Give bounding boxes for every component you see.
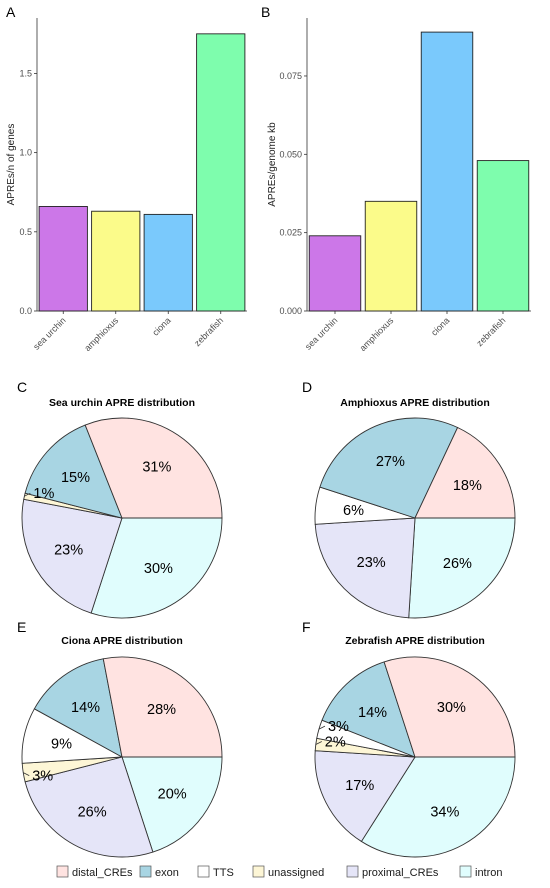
pie-slice (314, 750, 416, 843)
pie-chart-panel-e: E Ciona APRE distribution 20% 26% 3% 9% 14% 28% (17, 619, 223, 858)
bar (38, 206, 88, 312)
pie-slice (90, 517, 223, 619)
legend-label: TTS (213, 867, 234, 879)
pie-title: Ciona APRE distribution (61, 635, 183, 647)
pie-slice-label: 28% (147, 702, 176, 718)
pie-leader-line (23, 772, 30, 777)
y-axis-title: APREs/n of genes (6, 124, 17, 206)
pie-slice-label: 26% (78, 804, 107, 820)
pie-slice-label: 30% (144, 561, 173, 577)
pie-slice-label: 23% (54, 543, 83, 559)
pie-slice-label: 23% (357, 555, 386, 571)
legend-swatch (197, 865, 210, 878)
bar (91, 210, 141, 312)
legend-label: intron (475, 867, 503, 879)
y-tick-label: 0.5 (19, 227, 32, 237)
pie-slice-label: 6% (343, 503, 364, 519)
pie-slice (314, 517, 416, 619)
pie-slice (408, 517, 516, 619)
legend-label: unassigned (268, 867, 324, 879)
y-tick-label: 0.000 (279, 306, 302, 316)
pie-slice (21, 498, 123, 614)
pie-slice-label: 15% (61, 470, 90, 486)
pie-slice (24, 756, 154, 858)
bar (196, 33, 246, 312)
pie-slice-label: 1% (33, 486, 54, 502)
pie-slice-label: 34% (430, 804, 459, 820)
panel-letter: D (302, 379, 312, 395)
pie-chart-panel-c: C Sea urchin APRE distribution 30% 23% 1% 15%… (17, 379, 223, 619)
pie-slice-label: 2% (325, 734, 346, 750)
pie-slice-label: 14% (71, 700, 100, 716)
pie-title: Zebrafish APRE distribution (345, 635, 485, 647)
legend-label: exon (155, 867, 179, 879)
y-tick-label: 1.5 (19, 68, 32, 78)
pie-slice-label: 31% (142, 460, 171, 476)
pie-chart-panel-d: D Amphioxus APRE distribution 26% 23% 6% 27% 1… (302, 379, 516, 619)
pie-title: Amphioxus APRE distribution (340, 397, 490, 409)
legend-label: proximal_CREs (362, 867, 439, 879)
bar (143, 213, 193, 312)
legend-swatch (459, 865, 472, 878)
panel-letter: F (302, 619, 311, 635)
y-tick-label: 0.025 (279, 228, 302, 238)
pie-slice (414, 426, 516, 519)
pie-slice-label: 26% (443, 556, 472, 572)
y-tick-label: 0.075 (279, 71, 302, 81)
pie-slice-label: 17% (345, 778, 374, 794)
legend-swatch (56, 865, 69, 878)
panel-letter: B (261, 4, 270, 20)
pie-slice-label: 3% (32, 769, 53, 785)
bar (364, 200, 418, 312)
pie-leader-line (24, 492, 31, 497)
pie-slice-label: 27% (376, 454, 405, 470)
panel-letter: C (17, 379, 27, 395)
bar (476, 160, 530, 312)
y-tick-label: 1.0 (19, 148, 32, 158)
y-axis-title: APREs/genome kb (267, 122, 278, 207)
bar (420, 31, 474, 312)
pie-slice (24, 424, 123, 519)
pie-slice (102, 656, 223, 758)
pie-leader-line (318, 725, 326, 730)
pie-slice (84, 417, 223, 519)
pie-slice (33, 658, 123, 758)
panel-letter: A (6, 4, 16, 20)
legend-label: distal_CREs (72, 867, 133, 879)
legend-swatch (346, 865, 359, 878)
legend-swatch (139, 865, 152, 878)
y-tick-label: 0.050 (279, 149, 302, 159)
pie-slice (319, 417, 459, 519)
pie-slice-label: 14% (358, 705, 387, 721)
pie-slice-label: 3% (328, 719, 349, 735)
pie-slice-label: 30% (437, 700, 466, 716)
pie-leader-line (315, 741, 322, 745)
pie-slice-label: 20% (158, 786, 187, 802)
pie-slice (360, 756, 516, 858)
pie-chart-panel-f: F Zebrafish APRE distribution 34% 17% 2%3% 14… (302, 619, 516, 858)
pie-slice (383, 656, 516, 758)
pie-slice-label: 9% (51, 736, 72, 752)
bar (308, 235, 362, 312)
pie-slice-label: 18% (453, 478, 482, 494)
pie-title: Sea urchin APRE distribution (49, 397, 195, 409)
y-tick-label: 0.0 (19, 306, 32, 316)
panel-letter: E (17, 619, 26, 635)
pie-slice (121, 756, 223, 853)
legend-swatch (252, 865, 265, 878)
legend: distal_CREs exon TTS unassigned proximal_CRE… (56, 865, 503, 879)
